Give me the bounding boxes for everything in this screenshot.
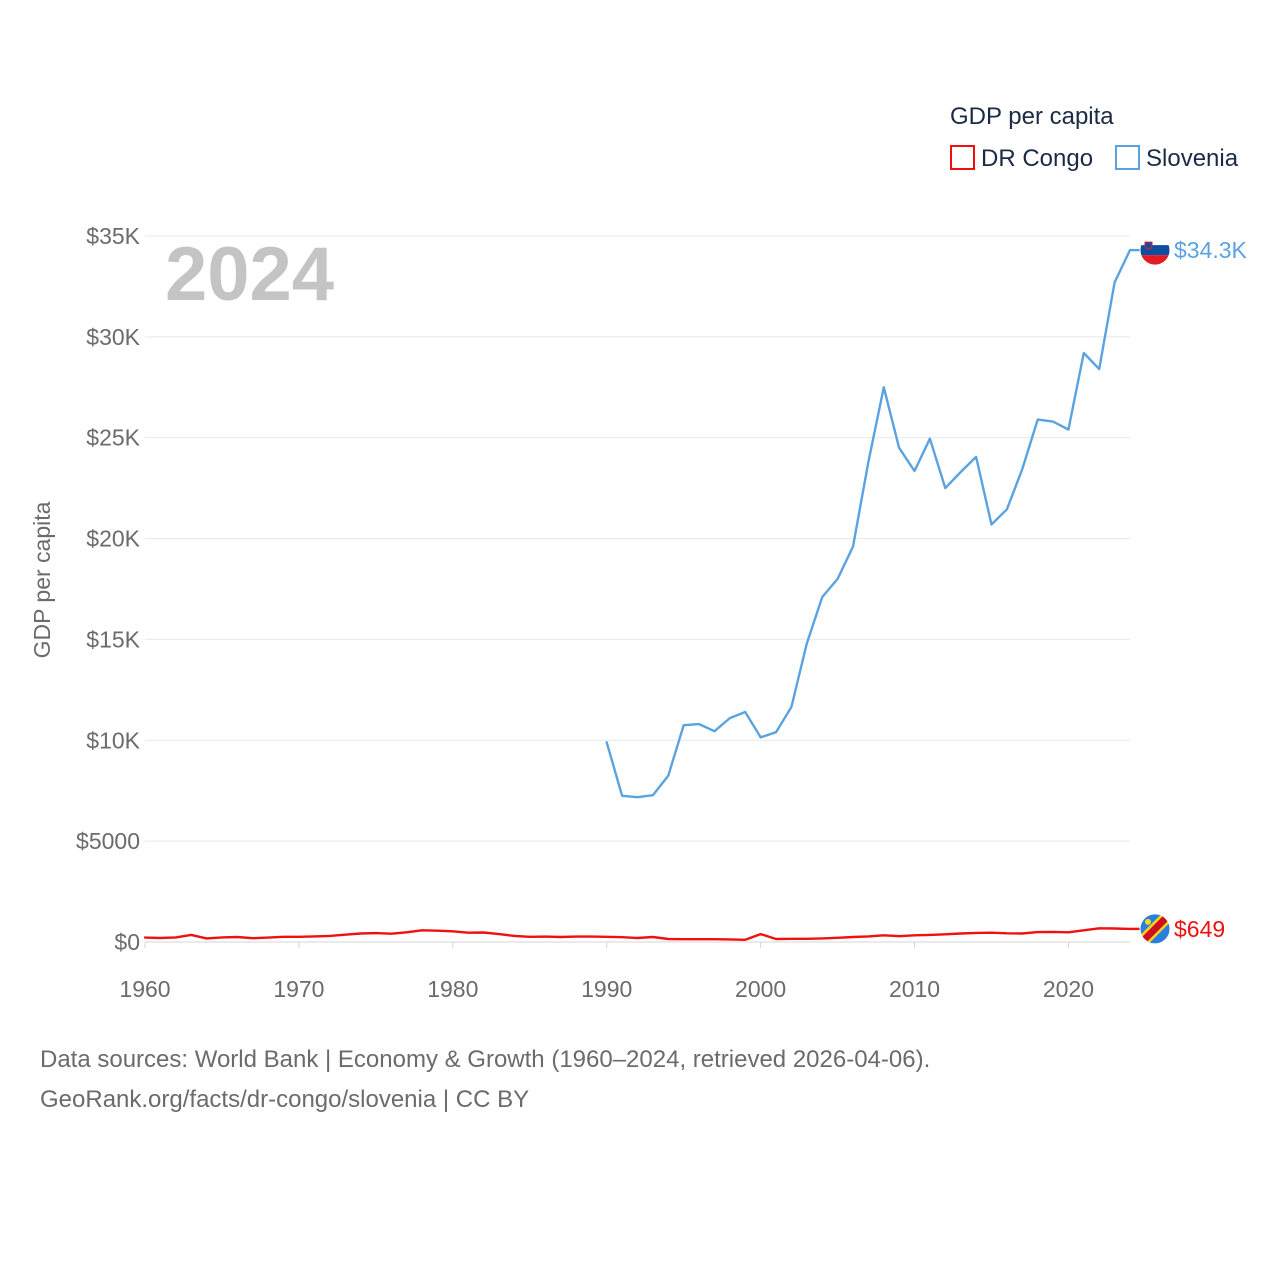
y-tick-label: $35K — [86, 223, 140, 249]
y-tick-label: $0 — [114, 929, 140, 955]
data-sources-text: Data sources: World Bank | Economy & Gro… — [40, 1046, 931, 1073]
legend-item-dr-congo[interactable]: DR Congo — [950, 145, 1093, 172]
series-line-slovenia[interactable] — [605, 248, 1132, 799]
end-value-label-slovenia: $34.3K — [1174, 237, 1248, 263]
legend-swatch-dr-congo — [950, 145, 975, 170]
legend-label-dr-congo: DR Congo — [981, 145, 1093, 172]
gridlines — [145, 235, 1130, 943]
series-lines — [143, 248, 1132, 941]
x-tick-label: 2020 — [1043, 976, 1094, 1002]
y-axis-ticks: $0 $5000 $10K $15K $20K $25K $30K $35K — [76, 223, 141, 955]
legend-swatch-slovenia — [1115, 145, 1140, 170]
y-tick-label: $15K — [86, 626, 140, 652]
footer: Data sources: World Bank | Economy & Gro… — [40, 1040, 1240, 1120]
end-value-label-dr-congo: $649 — [1174, 916, 1225, 942]
x-tick-label: 1970 — [273, 976, 324, 1002]
legend-item-slovenia[interactable]: Slovenia — [1115, 145, 1239, 172]
x-tick-label: 1990 — [581, 976, 632, 1002]
y-axis-title: GDP per capita — [29, 501, 55, 658]
legend-label-slovenia: Slovenia — [1146, 145, 1239, 172]
source-url-text: GeoRank.org/facts/dr-congo/slovenia | CC… — [40, 1086, 530, 1113]
series-line-dr-congo[interactable] — [143, 927, 1132, 941]
y-tick-label: $30K — [86, 324, 140, 350]
series-endpoints: $649 $34.3K — [1130, 234, 1248, 945]
legend-title: GDP per capita — [950, 103, 1114, 130]
legend: GDP per capita DR Congo Slovenia — [950, 103, 1239, 172]
x-tick-label: 2000 — [735, 976, 786, 1002]
x-tick-label: 1960 — [119, 976, 170, 1002]
y-tick-label: $20K — [86, 526, 140, 552]
y-tick-label: $10K — [86, 727, 140, 753]
x-tick-label: 2010 — [889, 976, 940, 1002]
y-tick-label: $5000 — [76, 828, 140, 854]
y-tick-label: $25K — [86, 425, 140, 451]
year-stamp: 2024 — [165, 232, 334, 317]
x-tick-label: 1980 — [427, 976, 478, 1002]
slovenia-flag-icon — [1139, 234, 1171, 266]
dr-congo-flag-icon — [1139, 913, 1171, 945]
x-axis-ticks: 1960 1970 1980 1990 2000 2010 2020 — [119, 942, 1094, 1002]
